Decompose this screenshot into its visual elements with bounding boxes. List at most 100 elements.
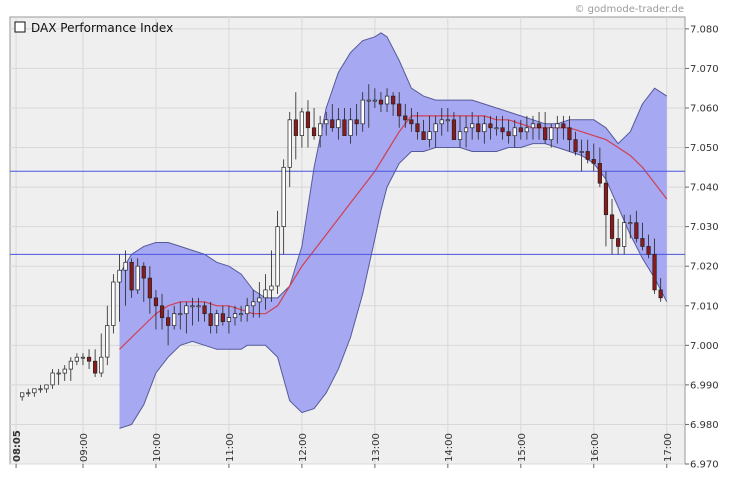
candle-9 [74, 353, 79, 366]
candle-body [129, 261, 134, 291]
candle-30 [202, 301, 207, 322]
candle-body [567, 127, 572, 141]
candle-41 [269, 250, 274, 302]
candle-body [597, 163, 602, 184]
candle-body [172, 313, 177, 326]
candle-61 [391, 92, 396, 116]
y-tick-label-10: 6.980 [690, 420, 719, 431]
y-tick-label-11: 6.970 [690, 460, 719, 471]
candle-body [409, 119, 414, 125]
candle-body [445, 119, 450, 122]
candle-36 [238, 305, 244, 322]
candle-69 [439, 107, 444, 136]
y-tick-label-4: 7.040 [690, 183, 719, 194]
candle-90 [567, 115, 572, 152]
candle-19 [135, 258, 140, 294]
candle-59 [378, 92, 384, 112]
candle-body [457, 131, 463, 140]
y-tick-label-9: 6.990 [690, 380, 719, 391]
x-tick-label-6: 14:00 [444, 433, 455, 462]
candle-body [372, 99, 377, 102]
candle-body [536, 123, 542, 129]
candle-body [232, 313, 238, 319]
x-tick-label-9: 17:00 [663, 433, 674, 462]
bollinger-upper-line [119, 32, 668, 299]
candle-body [579, 151, 584, 153]
candle-body [263, 289, 268, 299]
candle-body [159, 305, 165, 319]
candle-body [32, 388, 37, 394]
candle-28 [190, 297, 195, 326]
candle-body [555, 123, 560, 129]
candle-96 [603, 171, 609, 247]
candle-body [123, 261, 128, 271]
candle-body [391, 95, 396, 105]
candle-body [324, 119, 329, 125]
candle-body [330, 119, 335, 129]
candle-body [634, 222, 639, 239]
candle-body [20, 392, 25, 398]
x-tick-label-0: 08:05 [12, 430, 23, 462]
candle-12 [93, 349, 98, 377]
candle-4 [44, 384, 49, 393]
candle-body [384, 95, 390, 105]
candle-body [68, 360, 73, 370]
candle-104 [652, 238, 657, 294]
y-tick-label-8: 7.000 [690, 341, 719, 352]
candle-43 [281, 159, 286, 255]
candle-body [299, 111, 304, 136]
candle-8 [68, 357, 73, 381]
candle-0 [20, 392, 25, 401]
candle-body [190, 305, 195, 308]
candle-body [166, 317, 171, 326]
candle-81 [512, 119, 517, 148]
candle-body [184, 305, 189, 315]
candle-11 [86, 349, 92, 370]
candle-2 [32, 388, 37, 397]
candle-93 [585, 139, 590, 164]
candle-31 [208, 301, 213, 334]
candle-37 [245, 297, 250, 322]
candle-48 [311, 107, 317, 140]
bollinger-band-area [119, 32, 667, 429]
candle-38 [251, 289, 256, 318]
candle-body [93, 360, 98, 374]
candle-55 [354, 104, 359, 136]
candle-body [640, 238, 645, 247]
candle-body [50, 372, 55, 386]
candle-body [153, 297, 159, 307]
candle-57 [366, 84, 371, 128]
candle-body [56, 372, 61, 375]
candle-body [80, 356, 86, 359]
candle-body [500, 127, 505, 133]
candle-body [591, 159, 596, 164]
y-tick-label-1: 7.070 [690, 64, 719, 75]
candle-94 [591, 143, 596, 172]
candle-body [214, 313, 219, 326]
candle-84 [530, 115, 536, 140]
candle-body [506, 131, 511, 137]
candle-body [494, 127, 499, 130]
candle-body [573, 139, 578, 152]
candle-80 [506, 119, 511, 144]
candle-20 [141, 262, 146, 302]
candle-body [585, 151, 590, 160]
candle-72 [457, 115, 463, 148]
candle-44 [287, 111, 292, 188]
legend: DAX Performance Index [14, 21, 173, 35]
candle-65 [415, 111, 420, 140]
candle-34 [226, 305, 232, 334]
candle-16 [117, 254, 122, 322]
candle-56 [360, 92, 365, 132]
candle-body [628, 222, 633, 225]
candle-body [117, 269, 122, 283]
candle-body [86, 356, 92, 362]
candle-32 [214, 309, 219, 334]
candle-body [439, 119, 444, 125]
candle-body [26, 392, 31, 395]
candle-62 [397, 92, 402, 128]
candle-51 [330, 104, 335, 132]
candle-body [549, 127, 554, 141]
candle-body [646, 246, 651, 255]
candle-body [74, 356, 79, 362]
